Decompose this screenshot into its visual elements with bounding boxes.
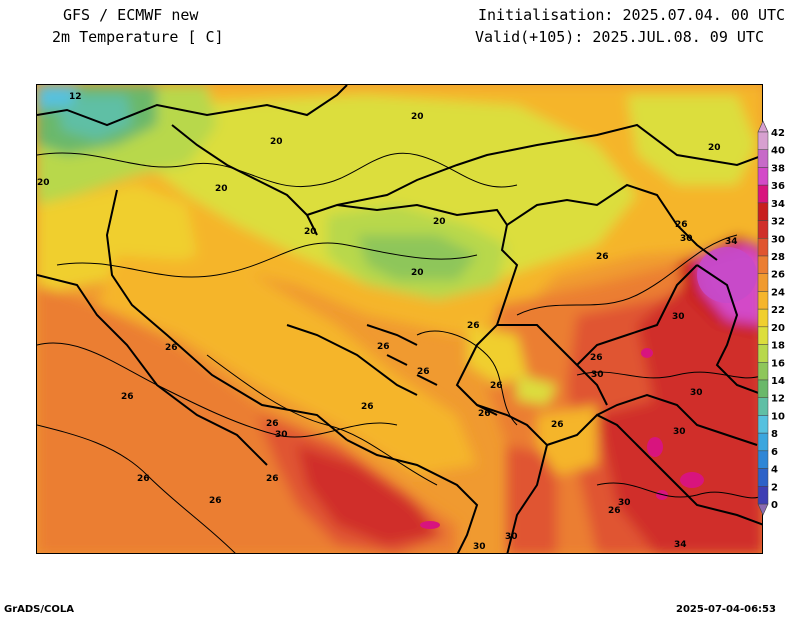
colorbar-tick-label: 28 (771, 252, 785, 263)
contour-label: 26 (675, 220, 688, 230)
contour-label: 30 (591, 370, 604, 380)
colorbar-swatch (757, 326, 769, 345)
colorbar-tick-label: 40 (771, 146, 785, 157)
colorbar-tick-label: 6 (771, 447, 778, 458)
colorbar-swatch (757, 184, 769, 204)
contour-label: 30 (690, 388, 703, 398)
contour-label: 12 (69, 92, 82, 102)
contour-label: 30 (673, 427, 686, 437)
colorbar-swatch (757, 167, 769, 186)
hot-spots (420, 247, 757, 529)
contour-label: 26 (608, 506, 621, 516)
contour-label: 26 (137, 474, 150, 484)
temperature-map-svg: 12 20 20 20 20 20 20 20 20 26 26 26 26 2… (37, 85, 762, 553)
contour-label: 26 (490, 381, 503, 391)
contour-label-group: 12 20 20 20 20 20 20 20 20 26 26 26 26 2… (37, 92, 738, 552)
temperature-field (37, 85, 762, 553)
colorbar-swatch (757, 291, 769, 310)
colorbar-tick-label: 36 (771, 181, 785, 192)
valid-time: Valid(+105): 2025.JUL.08. 09 UTC (475, 28, 764, 46)
contour-label: 30 (505, 532, 518, 542)
generated-timestamp: 2025-07-04-06:53 (676, 604, 776, 615)
contour-label: 26 (417, 367, 430, 377)
contour-label: 20 (304, 227, 317, 237)
colorbar-swatch (757, 273, 769, 292)
contour-label: 26 (478, 409, 491, 419)
contour-label: 26 (209, 496, 222, 506)
colorbar-swatch (757, 468, 769, 487)
contour-label: 26 (590, 353, 603, 363)
colorbar-tick-label: 38 (771, 163, 785, 174)
colorbar-swatch (757, 379, 769, 398)
colorbar-tick-label: 24 (771, 287, 785, 298)
colorbar-tick-label: 0 (771, 500, 778, 511)
colorbar-swatch (757, 308, 769, 328)
contour-label: 30 (275, 430, 288, 440)
colorbar-swatch (757, 149, 769, 168)
colorbar-tick-label: 8 (771, 429, 778, 440)
colorbar-tick-label: 4 (771, 465, 778, 476)
contour-label: 20 (411, 268, 424, 278)
contour-label: 26 (467, 321, 480, 331)
contour-label: 30 (680, 234, 693, 244)
colorbar-tick-label: 2 (771, 482, 778, 493)
contour-label: 20 (270, 137, 283, 147)
contour-label: 30 (618, 498, 631, 508)
contour-label: 20 (215, 184, 228, 194)
contour-label: 20 (433, 217, 446, 227)
colorbar-tick-label: 10 (771, 411, 785, 422)
colorbar-swatch (757, 255, 769, 274)
colorbar-legend: 0 2 4 6 8 10 12 14 16 18 20 22 24 26 28 30 32 34 36 38 40 42 (755, 120, 800, 520)
contour-label: 26 (165, 343, 178, 353)
colorbar-swatch (757, 344, 769, 363)
temperature-map: 12 20 20 20 20 20 20 20 20 26 26 26 26 2… (36, 84, 763, 554)
colorbar-swatch (757, 238, 769, 257)
colorbar-swatch (757, 202, 769, 221)
colorbar-tick-label: 26 (771, 270, 785, 281)
initialisation-time: Initialisation: 2025.07.04. 00 UTC (478, 6, 786, 24)
colorbar-tick-label: 32 (771, 217, 785, 228)
contour-label: 34 (674, 540, 687, 550)
contour-label: 26 (377, 342, 390, 352)
colorbar-tick-label: 18 (771, 341, 785, 352)
colorbar-min-arrow (757, 503, 769, 516)
contour-label: 34 (725, 237, 738, 247)
contour-label: 30 (672, 312, 685, 322)
colorbar-tick-label: 34 (771, 199, 785, 210)
field-title: 2m Temperature [ C] (52, 28, 224, 46)
colorbar-tick-label: 22 (771, 305, 785, 316)
contour-label: 26 (551, 420, 564, 430)
colorbar-tick-label: 12 (771, 394, 785, 405)
colorbar-swatch (757, 486, 769, 505)
colorbar-swatch (757, 131, 769, 150)
colorbar-swatch (757, 397, 769, 416)
contour-lines (37, 152, 762, 553)
software-credit: GrADS/COLA (4, 604, 74, 615)
colorbar-max-arrow (757, 120, 769, 133)
contour-label: 26 (266, 419, 279, 429)
colorbar-tick-label: 14 (771, 376, 785, 387)
colorbar-swatch (757, 450, 769, 469)
colorbar-swatch (757, 415, 769, 434)
colorbar-swatch (757, 362, 769, 381)
contour-label: 20 (411, 112, 424, 122)
contour-label: 26 (266, 474, 279, 484)
colorbar-tick-label: 30 (771, 234, 785, 245)
contour-label: 30 (473, 542, 486, 552)
contour-label: 26 (121, 392, 134, 402)
colorbar-tick-label: 20 (771, 323, 785, 334)
model-title: GFS / ECMWF new (63, 6, 199, 24)
colorbar-swatch (757, 432, 769, 452)
colorbar-swatch (757, 220, 769, 239)
contour-label: 26 (596, 252, 609, 262)
country-borders (37, 85, 762, 553)
colorbar-tick-label: 42 (771, 128, 785, 139)
contour-label: 20 (37, 178, 50, 188)
contour-label: 26 (361, 402, 374, 412)
colorbar-tick-label: 16 (771, 358, 785, 369)
contour-label: 20 (708, 143, 721, 153)
